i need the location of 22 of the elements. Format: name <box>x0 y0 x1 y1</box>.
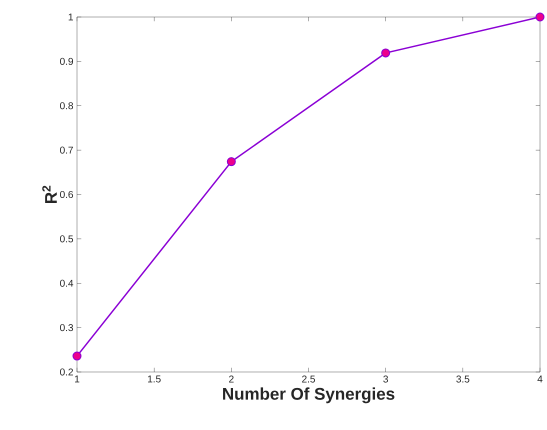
y-tick-label: 0.2 <box>60 368 73 376</box>
y-tick-label: 0.3 <box>60 324 74 332</box>
y-tick-label: 0.8 <box>60 102 74 110</box>
x-tick-label: 4 <box>537 376 542 382</box>
y-tick-label: 0.5 <box>60 235 74 242</box>
y-tick-label: 0.6 <box>60 190 74 198</box>
point <box>381 48 390 58</box>
point <box>72 352 82 361</box>
y-tick-label: 0.4 <box>60 280 74 287</box>
x-tick-label: 3.5 <box>456 376 470 383</box>
point <box>226 157 236 166</box>
x-tick-label: 1 <box>74 376 80 382</box>
x-tick-label: 1.5 <box>148 376 161 382</box>
x-tick-label: 3 <box>383 376 388 383</box>
x-tick-label: 2.5 <box>302 376 316 383</box>
y-tick-label: 1 <box>68 14 73 20</box>
x-axis-title: Number Of Synergies <box>223 387 394 404</box>
y-tick-label: 0.7 <box>60 146 73 154</box>
point <box>536 12 545 22</box>
x-tick-label: 2 <box>229 376 234 382</box>
y-axis-title: R$^{2}$ <box>42 186 57 204</box>
y-tick-label: 0.9 <box>60 58 74 65</box>
